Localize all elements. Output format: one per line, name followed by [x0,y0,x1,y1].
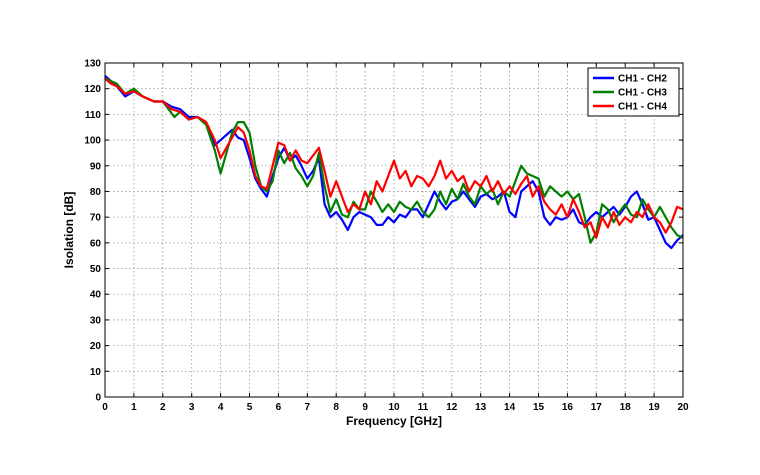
legend-label: CH1 - CH2 [618,74,667,85]
x-tick-label: 2 [160,402,166,413]
x-tick-label: 18 [620,402,632,413]
y-tick-label: 30 [90,315,102,326]
x-tick-label: 19 [649,402,661,413]
ticks-layer: 0 1 2 3 4 5 6 7 8 9 10 11 12 13 14 15 16 17 18 19 2001020304… [84,59,689,414]
y-tick-label: 100 [84,136,101,147]
x-axis-title: Frequency [GHz] [346,414,442,428]
series-layer [104,74,684,250]
x-tick-label: 13 [475,402,487,413]
x-tick-label: 14 [504,402,516,413]
y-tick-label: 50 [90,264,102,275]
x-tick-label: 0 [102,402,108,413]
y-tick-label: 90 [90,161,102,172]
y-tick-label: 20 [90,341,102,352]
x-tick-label: 3 [189,402,195,413]
x-tick-label: 6 [276,402,282,413]
y-tick-label: 10 [90,367,102,378]
y-axis-title: Isolation [dB] [62,192,76,269]
y-tick-label: 110 [85,110,102,121]
series-line-3 [104,77,684,239]
x-tick-label: 12 [446,402,458,413]
y-tick-label: 120 [84,84,101,95]
series-line-2 [104,77,684,244]
grid [105,63,683,397]
x-tick-label: 11 [418,402,429,413]
x-tick-label: 7 [305,402,311,413]
x-tick-label: 16 [562,402,574,413]
legend-label: CH1 - CH4 [618,102,667,113]
y-tick-label: 40 [90,290,102,301]
legend-label: CH1 - CH3 [618,88,667,99]
y-tick-label: 130 [84,59,101,70]
x-tick-label: 4 [218,402,224,413]
x-tick-label: 20 [677,402,689,413]
y-tick-label: 60 [90,238,102,249]
x-tick-label: 17 [591,402,603,413]
x-tick-label: 15 [533,402,545,413]
y-tick-label: 70 [90,213,102,224]
y-tick-label: 0 [95,393,101,404]
y-tick-label: 80 [90,187,102,198]
legend: CH1 - CH2 CH1 - CH3 CH1 - CH4 [587,67,680,117]
x-tick-label: 5 [247,402,253,413]
x-tick-label: 9 [362,402,368,413]
x-tick-label: 8 [333,402,339,413]
x-tick-label: 1 [131,402,137,413]
x-tick-label: 10 [388,402,400,413]
